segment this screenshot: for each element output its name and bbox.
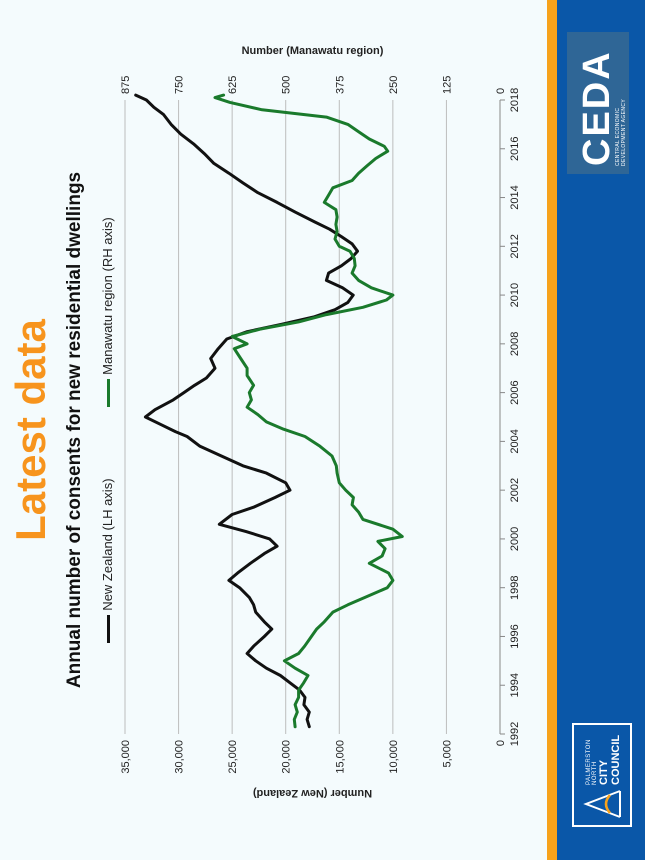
footer-stripe xyxy=(547,0,557,860)
x-tick-label: 2000 xyxy=(509,527,521,551)
y-tick-label: 25,000 xyxy=(227,740,239,774)
ceda-logo-tagline-line2: DEVELOPMENT AGENCY xyxy=(621,98,627,166)
y-tick-label: 35,000 xyxy=(120,740,132,774)
y-tick-label: 20,000 xyxy=(281,740,293,774)
y-tick-label: 30,000 xyxy=(174,740,186,774)
x-tick-label: 2018 xyxy=(509,88,521,112)
x-tick-label: 2014 xyxy=(509,185,521,209)
footer-bar: PALMERSTON NORTH CITY COUNCIL CEDA CENTR… xyxy=(557,0,645,860)
x-tick-label: 1998 xyxy=(509,575,521,599)
pncc-bridge-icon xyxy=(583,790,621,818)
y2-tick-label: 375 xyxy=(334,76,346,94)
x-tick-label: 2012 xyxy=(509,234,521,258)
y2-tick-label: 125 xyxy=(441,76,453,94)
y2-tick-label: 875 xyxy=(120,76,132,94)
y-tick-label: 0 xyxy=(495,740,507,746)
x-tick-label: 1994 xyxy=(509,673,521,697)
pncc-logo-line2: CITY COUNCIL xyxy=(598,734,622,785)
x-tick-label: 1992 xyxy=(509,722,521,746)
x-tick-label: 2004 xyxy=(509,429,521,453)
x-tick-label: 2016 xyxy=(509,137,521,161)
y2-tick-label: 250 xyxy=(388,76,400,94)
pncc-logo-line1: PALMERSTON NORTH xyxy=(586,739,598,785)
y-axis-title: Number (New Zealand) xyxy=(253,787,373,799)
y-tick-label: 10,000 xyxy=(388,740,400,774)
ceda-logo-tagline: CENTRAL ECONOMIC DEVELOPMENT AGENCY xyxy=(615,99,627,166)
ceda-logo-name: CEDA xyxy=(576,50,618,166)
y2-tick-label: 0 xyxy=(495,88,507,94)
x-tick-label: 2002 xyxy=(509,478,521,502)
x-tick-label: 1996 xyxy=(509,624,521,648)
x-tick-label: 2006 xyxy=(509,380,521,404)
y2-tick-label: 625 xyxy=(227,76,239,94)
x-tick-label: 2010 xyxy=(509,283,521,307)
y-tick-label: 5,000 xyxy=(441,740,453,768)
x-tick-label: 2008 xyxy=(509,332,521,356)
y2-tick-label: 750 xyxy=(174,76,186,94)
y2-axis-title: Number (Manawatu region) xyxy=(242,45,384,57)
series-line-manawatu xyxy=(213,93,404,729)
y2-tick-label: 500 xyxy=(281,76,293,94)
y-tick-label: 15,000 xyxy=(334,740,346,774)
series-line-new-zealand xyxy=(134,93,359,729)
pncc-logo: PALMERSTON NORTH CITY COUNCIL xyxy=(572,723,632,827)
ceda-logo: CEDA CENTRAL ECONOMIC DEVELOPMENT AGENCY xyxy=(567,32,629,174)
